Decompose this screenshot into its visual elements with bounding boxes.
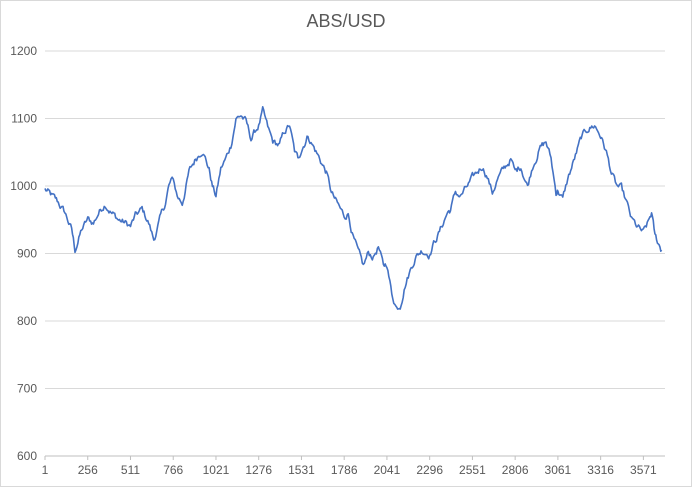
x-tick-label: 3316	[587, 463, 614, 477]
y-tick-label: 900	[17, 247, 37, 261]
x-tick-label: 1531	[288, 463, 315, 477]
x-tick-label: 766	[163, 463, 183, 477]
x-tick-label: 2041	[374, 463, 401, 477]
x-tick-label: 1021	[203, 463, 230, 477]
x-tick-label: 1	[42, 463, 49, 477]
y-tick-label: 700	[17, 382, 37, 396]
x-tick-label: 256	[78, 463, 98, 477]
y-tick-label: 600	[17, 449, 37, 463]
y-tick-label: 800	[17, 314, 37, 328]
chart-title: ABS/USD	[306, 11, 386, 31]
y-tick-label: 1000	[10, 179, 37, 193]
x-tick-label: 3061	[545, 463, 572, 477]
grid-layer	[45, 50, 665, 457]
x-tick-label: 1276	[245, 463, 272, 477]
y-tick-label: 1200	[10, 44, 37, 58]
axis-layer: 600 700 800 900 1000 1100 1200 1 256 511 766 1021 12…	[10, 44, 665, 477]
y-tick-label: 1100	[11, 112, 37, 126]
x-tick-label: 511	[121, 463, 140, 477]
series-layer	[44, 106, 663, 310]
x-tick-label: 2296	[416, 463, 443, 477]
series-line	[44, 106, 663, 310]
x-tick-label: 2551	[459, 463, 486, 477]
x-tick-label: 3571	[630, 463, 657, 477]
x-tick-label: 2806	[502, 463, 529, 477]
x-tick-label: 1786	[331, 463, 358, 477]
